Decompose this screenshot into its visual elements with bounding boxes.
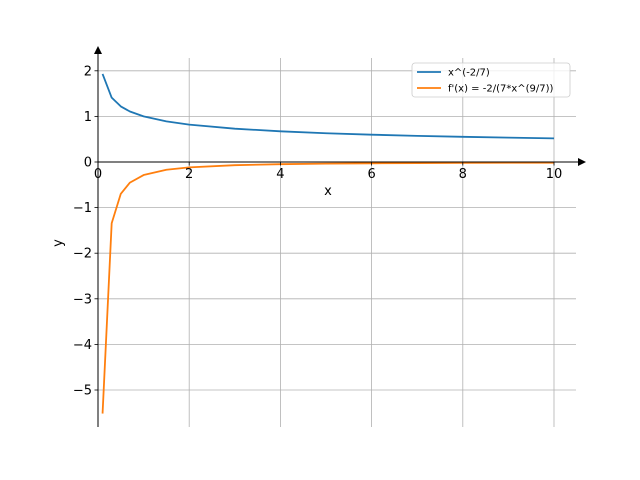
x-tick-label: 8 <box>459 167 467 182</box>
axes <box>94 46 586 427</box>
series-group <box>101 73 555 414</box>
y-tick-label: −1 <box>73 201 92 216</box>
y-tick-label: −5 <box>73 384 92 399</box>
y-tick-label: 2 <box>84 64 92 79</box>
x-tick-label: 10 <box>546 167 563 182</box>
y-tick-label: 0 <box>84 156 92 171</box>
y-tick-label: −4 <box>73 338 92 353</box>
y-axis-arrow <box>94 46 102 54</box>
y-tick-label: 1 <box>84 110 92 125</box>
series-line-1 <box>101 73 555 140</box>
legend: x^(-2/7) f'(x) = -2/(7*x^(9/7)) <box>411 62 571 98</box>
y-axis-label: y <box>51 239 66 247</box>
legend-label-2: f'(x) = -2/(7*x^(9/7)) <box>448 84 554 95</box>
grid <box>98 58 576 427</box>
series-line-2 <box>101 161 555 414</box>
x-axis-label: x <box>324 184 332 199</box>
x-tick-label: 0 <box>94 167 102 182</box>
x-tick-label: 2 <box>185 167 193 182</box>
x-tick-label: 6 <box>367 167 375 182</box>
legend-box <box>411 62 571 98</box>
x-tick-label: 4 <box>276 167 284 182</box>
y-tick-label: −3 <box>73 292 92 307</box>
ticks: 0 2 4 6 8 10 −5 −4 −3 −2 −1 0 1 2 <box>73 64 562 398</box>
x-axis-arrow <box>578 158 586 166</box>
legend-label-1: x^(-2/7) <box>448 68 490 79</box>
y-tick-label: −2 <box>73 247 92 262</box>
